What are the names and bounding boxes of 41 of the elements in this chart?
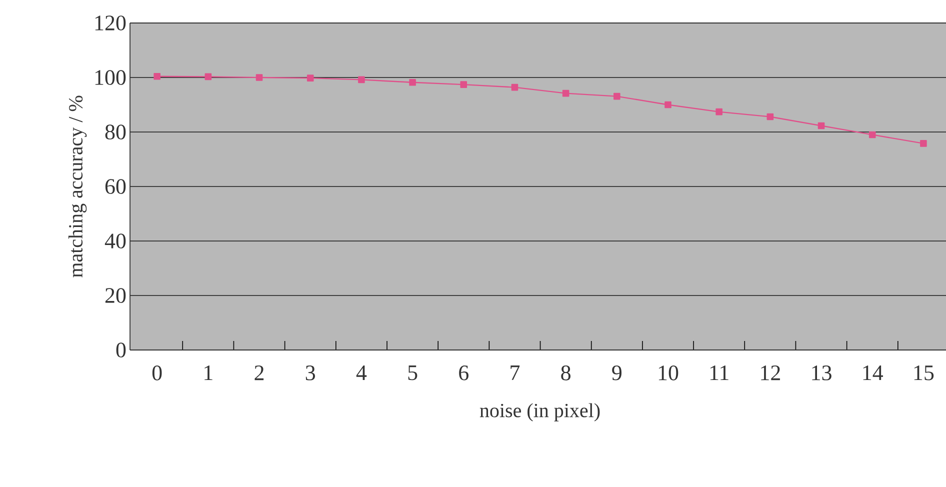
- y-tick-label: 0: [116, 342, 126, 358]
- point: [920, 140, 927, 147]
- x-tick-label: 2: [254, 366, 264, 380]
- x-tick-label: 0: [152, 366, 162, 380]
- x-tick-label: 13: [812, 366, 832, 380]
- point: [716, 108, 722, 116]
- point: [256, 74, 263, 81]
- point: [562, 90, 570, 97]
- y-tick-label: 80: [105, 124, 126, 140]
- point: [766, 113, 774, 120]
- point: [818, 122, 825, 130]
- y-tick-label: 120: [95, 16, 126, 30]
- x-tick-label: 6: [459, 366, 468, 380]
- point: [614, 92, 620, 100]
- x-tick-label: 1: [204, 366, 212, 380]
- point: [868, 131, 876, 138]
- y-axis-title: matching accuracy / %: [68, 96, 87, 278]
- x-tick-label: 4: [356, 366, 367, 380]
- y-tick-label: 20: [105, 288, 126, 303]
- x-tick-label: 12: [761, 366, 780, 380]
- y-tick-label: 40: [104, 234, 126, 248]
- x-tick-label: 15: [914, 366, 934, 380]
- x-tick-label: 11: [710, 366, 728, 380]
- point: [664, 101, 672, 108]
- x-tick-label: 8: [561, 366, 570, 380]
- x-tick-label: 9: [612, 366, 622, 380]
- point: [154, 73, 160, 80]
- point: [511, 84, 518, 91]
- point: [204, 73, 212, 80]
- point: [358, 76, 365, 84]
- x-tick-label: 14: [863, 366, 884, 380]
- x-axis-title: noise (in pixel): [480, 403, 600, 422]
- point: [460, 81, 468, 88]
- x-tick-label: 7: [510, 366, 520, 380]
- x-tick-label: 5: [408, 366, 418, 380]
- point: [306, 74, 314, 82]
- x-tick-label: 10: [658, 366, 678, 380]
- point: [409, 79, 416, 86]
- y-tick-label: 100: [95, 70, 126, 85]
- x-tick-label: 3: [306, 366, 315, 380]
- y-tick-label: 60: [105, 179, 126, 194]
